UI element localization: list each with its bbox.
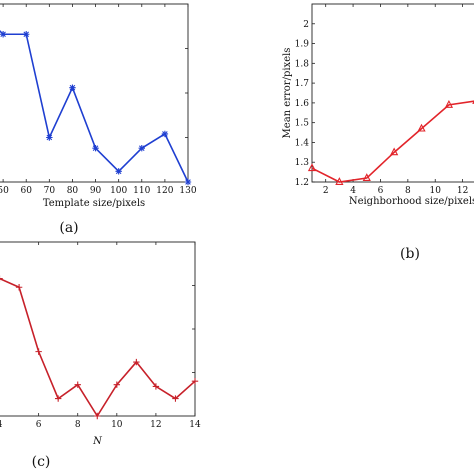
data-point-marker [335, 177, 344, 185]
data-point-marker [161, 130, 169, 138]
plot-frame [0, 241, 196, 417]
x-tick-label: 8 [405, 186, 411, 196]
data-point-marker [35, 348, 42, 355]
x-tick-label: 2 [323, 186, 329, 196]
series-line [0, 277, 196, 418]
data-point-marker [138, 144, 145, 152]
x-tick-label: 10 [430, 186, 442, 196]
x-tick-label: 100 [110, 186, 127, 196]
y-tick-label: 1.7 [295, 79, 310, 89]
data-point-marker [23, 31, 30, 38]
data-point-marker [0, 31, 7, 38]
data-point-marker [184, 178, 192, 186]
data-point-marker [307, 163, 317, 172]
panel-label: (a) [59, 220, 78, 236]
data-point-marker [133, 358, 140, 366]
x-tick-label: 60 [20, 186, 32, 196]
y-tick-label: 1.6 [295, 99, 310, 109]
x-tick-label: 4 [0, 420, 3, 430]
x-tick-label: 10 [111, 420, 123, 430]
y-tick-label: 1.8 [295, 59, 310, 69]
x-tick-label: 14 [189, 420, 201, 430]
data-point-marker [191, 378, 199, 385]
chart-panel-2: 4 6 8 10 12 14 N (c) [0, 241, 201, 470]
y-tick-label: 2 [303, 20, 309, 30]
data-point-marker [92, 144, 99, 152]
data-point-marker [0, 275, 3, 282]
data-point-marker [113, 381, 121, 388]
chart-panel-1: 24681012141.21.31.41.51.61.71.81.92Neigh… [282, 3, 474, 262]
data-point-marker [69, 84, 76, 91]
x-tick-label: 70 [44, 186, 56, 196]
x-tick-label: 12 [457, 186, 468, 196]
x-tick-label: 8 [75, 420, 81, 430]
panel-label: (b) [400, 246, 420, 262]
x-axis-label: Neighborhood size/pixels [349, 196, 474, 207]
x-tick-label: 110 [133, 186, 150, 196]
data-point-marker [15, 284, 23, 291]
x-tick-label: 4 [350, 186, 356, 196]
x-tick-label: 6 [36, 420, 42, 430]
data-point-marker [444, 99, 454, 108]
y-tick-label: 1.9 [295, 40, 310, 50]
y-tick-label: 1.3 [295, 158, 310, 168]
y-tick-label: 1.4 [295, 138, 310, 148]
x-tick-label: 6 [378, 186, 384, 196]
x-tick-label: 120 [156, 186, 173, 196]
series-line [311, 100, 474, 183]
data-point-marker [54, 395, 62, 402]
y-tick-label: 1.5 [295, 119, 310, 129]
panel-label: (c) [32, 454, 51, 470]
x-tick-label: 50 [0, 186, 9, 196]
x-tick-label: 130 [179, 186, 196, 196]
data-point-marker [94, 412, 101, 420]
x-tick-label: 12 [150, 420, 161, 430]
data-point-marker [115, 168, 122, 175]
plot-frame [311, 3, 474, 183]
y-tick-label: 1.2 [295, 178, 309, 188]
plot-frame [0, 3, 189, 183]
data-point-marker [172, 395, 179, 402]
data-point-marker [417, 123, 426, 132]
x-axis-label: N [92, 436, 103, 447]
chart-panel-0: 50 60 70 80 90 100 110 120 130 Template size/pixe… [0, 3, 197, 236]
data-point-marker [46, 134, 53, 141]
series-line [0, 30, 189, 183]
data-point-marker [362, 173, 371, 181]
x-tick-label: 80 [67, 186, 79, 196]
y-axis-label: Mean error/pixels [282, 48, 293, 139]
x-tick-label: 90 [90, 186, 102, 196]
x-axis-label: Template size/pixels [43, 198, 145, 209]
data-point-marker [390, 147, 399, 156]
data-point-marker [152, 383, 160, 390]
data-point-marker [74, 381, 81, 388]
